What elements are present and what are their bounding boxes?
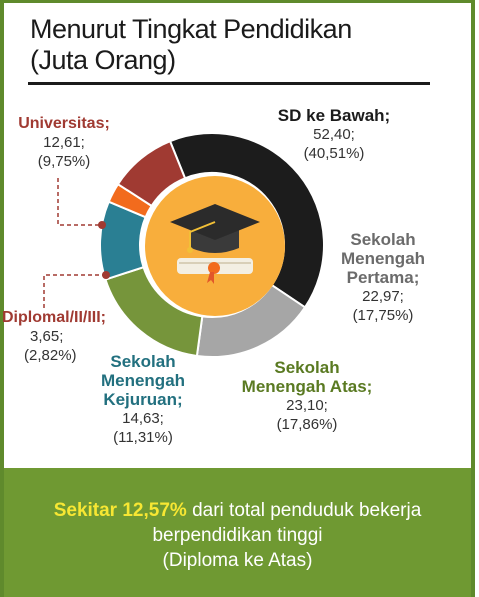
label-diploma-value: 3,65; xyxy=(30,328,64,345)
label-smk-value: 14,63; xyxy=(122,410,164,427)
page-title: Menurut Tingkat Pendidikan (Juta Orang) xyxy=(30,14,450,76)
label-univ-value: 12,61; xyxy=(43,134,85,151)
label-smp: Sekolah Menengah Pertama; 22,97; (17,75%… xyxy=(328,230,438,325)
label-smp-value: 22,97; xyxy=(362,288,404,305)
label-sd-value: 52,40; xyxy=(313,126,355,143)
label-univ-name: Universitas; xyxy=(18,115,110,132)
label-sma-pct: (17,86%) xyxy=(276,416,338,433)
label-smk-line1: Sekolah xyxy=(110,352,176,371)
label-sd-name: SD ke Bawah; xyxy=(277,106,391,125)
footer-highlight: Sekitar 12,57% xyxy=(53,500,187,521)
label-smp-line1: Sekolah xyxy=(350,230,416,249)
label-sd-pct: (40,51%) xyxy=(303,145,365,162)
footer-line1: dari total penduduk bekerja xyxy=(186,500,422,521)
label-smk: Sekolah Menengah Kejuruan; 14,63; (11,31… xyxy=(88,352,198,447)
title-line-2: (Juta Orang) xyxy=(30,45,176,75)
label-sma-value: 23,10; xyxy=(286,397,328,414)
label-smp-pct: (17,75%) xyxy=(352,307,414,324)
label-smk-line2: Menengah xyxy=(100,371,186,390)
label-sma-line2: Menengah Atas; xyxy=(241,377,373,396)
footer-line3: (Diploma ke Atas) xyxy=(162,550,313,571)
leader-line-univ xyxy=(57,178,102,226)
label-sma: Sekolah Menengah Atas; 23,10; (17,86%) xyxy=(232,358,382,434)
label-diploma-pct: (2,82%) xyxy=(24,347,77,364)
label-diploma: Diplomal/II/III; 3,65; (2,82%) xyxy=(2,308,118,365)
label-smp-line3: Pertama; xyxy=(346,268,420,287)
label-univ-pct: (9,75%) xyxy=(37,153,91,170)
label-smp-line2: Menengah xyxy=(340,249,426,268)
label-smk-line3: Kejuruan; xyxy=(103,390,183,409)
title-underline xyxy=(28,82,430,85)
donut-slice-0 xyxy=(168,132,325,309)
leader-dot-diploma xyxy=(102,271,110,279)
graduation-cap-diploma-icon xyxy=(145,176,285,316)
label-sd-ke-bawah: SD ke Bawah; 52,40; (40,51%) xyxy=(264,106,404,163)
label-sma-line1: Sekolah xyxy=(274,358,340,377)
leader-dot-univ xyxy=(98,221,106,229)
label-smk-pct: (11,31%) xyxy=(113,429,173,446)
footer-line2: berpendidikan tinggi xyxy=(152,525,323,546)
footer-summary: Sekitar 12,57% dari total penduduk beker… xyxy=(4,468,471,597)
donut-slice-5 xyxy=(116,139,187,208)
title-line-1: Menurut Tingkat Pendidikan xyxy=(30,14,352,44)
label-universitas: Universitas; 12,61; (9,75%) xyxy=(14,114,114,171)
label-diploma-name: Diplomal/II/III; xyxy=(2,309,107,326)
leader-line-diploma xyxy=(43,274,106,308)
